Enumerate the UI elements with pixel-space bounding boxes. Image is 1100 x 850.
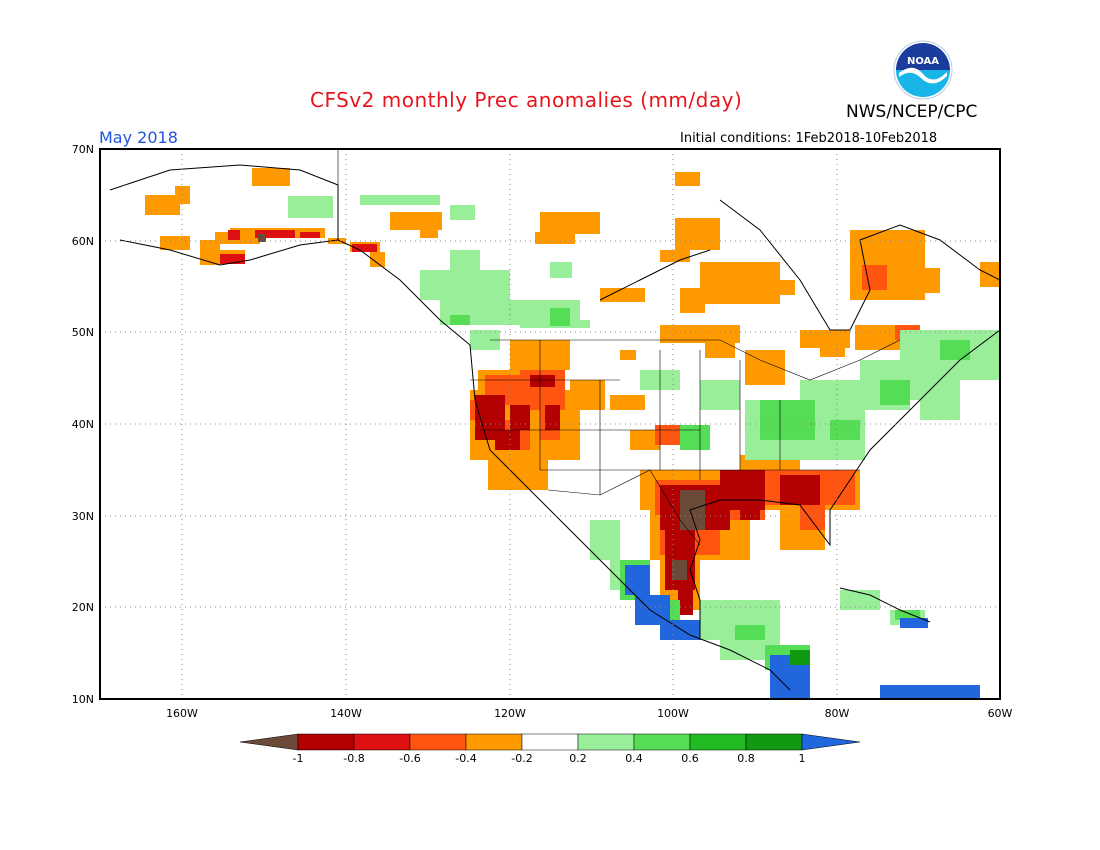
colorbar-tick-label: -0.6 [399, 752, 420, 765]
map-gridlines [100, 149, 1000, 699]
lon-tick-label: 100W [657, 707, 689, 720]
lat-tick-label: 50N [72, 326, 94, 339]
lon-tick-label: 140W [330, 707, 362, 720]
colorbar-swatch [353, 733, 411, 751]
colorbar-swatch [745, 733, 803, 751]
colorbar-swatch [297, 733, 355, 751]
colorbar-tick-label: -0.2 [511, 752, 532, 765]
lon-tick-label: 60W [988, 707, 1013, 720]
coastlines [109, 164, 1000, 691]
colorbar: -1 -0.8 -0.6 -0.4 -0.2 0.2 0.4 0.6 0.8 1 [239, 733, 861, 765]
colorbar-swatch [409, 733, 467, 751]
colorbar-arrow-low [239, 733, 299, 751]
colorbar-swatch [521, 733, 579, 751]
colorbar-tick-label: 0.4 [625, 752, 643, 765]
lon-tick-label: 160W [166, 707, 198, 720]
lon-axis: 160W 140W 120W 100W 80W 60W [166, 707, 1012, 720]
svg-text:NOAA: NOAA [907, 56, 939, 67]
lat-tick-label: 70N [72, 143, 94, 156]
agency-label: NWS/NCEP/CPC [846, 102, 978, 122]
colorbar-tick-label: 0.8 [737, 752, 755, 765]
political-borders [337, 149, 901, 546]
initial-conditions-label: Initial conditions: 1Feb2018-10Feb2018 [680, 131, 938, 146]
colorbar-tick-label: 0.2 [569, 752, 587, 765]
colorbar-tick-label: -0.8 [343, 752, 364, 765]
map-title: CFSv2 monthly Prec anomalies (mm/day) [310, 88, 743, 112]
lat-axis: 70N 60N 50N 40N 30N 20N 10N [72, 143, 94, 706]
lat-tick-label: 60N [72, 235, 94, 248]
lon-tick-label: 80W [825, 707, 850, 720]
lat-tick-label: 20N [72, 601, 94, 614]
colorbar-tick-label: -0.4 [455, 752, 476, 765]
colorbar-tick-label: 1 [799, 752, 806, 765]
colorbar-arrow-high [801, 733, 861, 751]
lat-tick-label: 40N [72, 418, 94, 431]
lat-tick-label: 30N [72, 510, 94, 523]
colorbar-tick-label: 0.6 [681, 752, 699, 765]
anomaly-field [145, 168, 1000, 699]
colorbar-swatch [577, 733, 635, 751]
colorbar-swatch [465, 733, 523, 751]
lat-tick-label: 10N [72, 693, 94, 706]
lon-tick-label: 120W [494, 707, 526, 720]
colorbar-swatch [689, 733, 747, 751]
colorbar-tick-label: -1 [293, 752, 304, 765]
noaa-logo-icon: NOAA [893, 40, 953, 100]
colorbar-swatch [633, 733, 691, 751]
valid-month-label: May 2018 [99, 128, 178, 147]
map-frame [99, 148, 1001, 700]
